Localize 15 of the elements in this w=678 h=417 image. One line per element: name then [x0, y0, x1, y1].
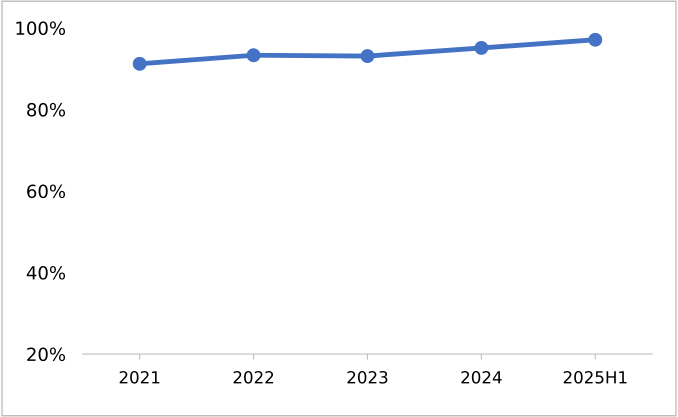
y-tick-label: 20%: [27, 347, 66, 362]
x-tick-label: 2022: [234, 370, 274, 384]
point: [132, 56, 147, 71]
y-tick-label: 60%: [27, 184, 66, 198]
y-tick-label: 40%: [26, 266, 66, 280]
x-tick-label: 2025H1: [564, 370, 627, 384]
x-tick-label: 2021: [120, 370, 160, 384]
y-tick-label: 100%: [16, 21, 66, 36]
point: [474, 40, 488, 55]
point: [246, 48, 261, 62]
point: [360, 49, 374, 64]
x-tick-label: 2023: [347, 370, 388, 384]
point: [588, 32, 602, 47]
y-tick-label: 80%: [27, 102, 66, 117]
x-tick-label: 2024: [461, 370, 502, 384]
